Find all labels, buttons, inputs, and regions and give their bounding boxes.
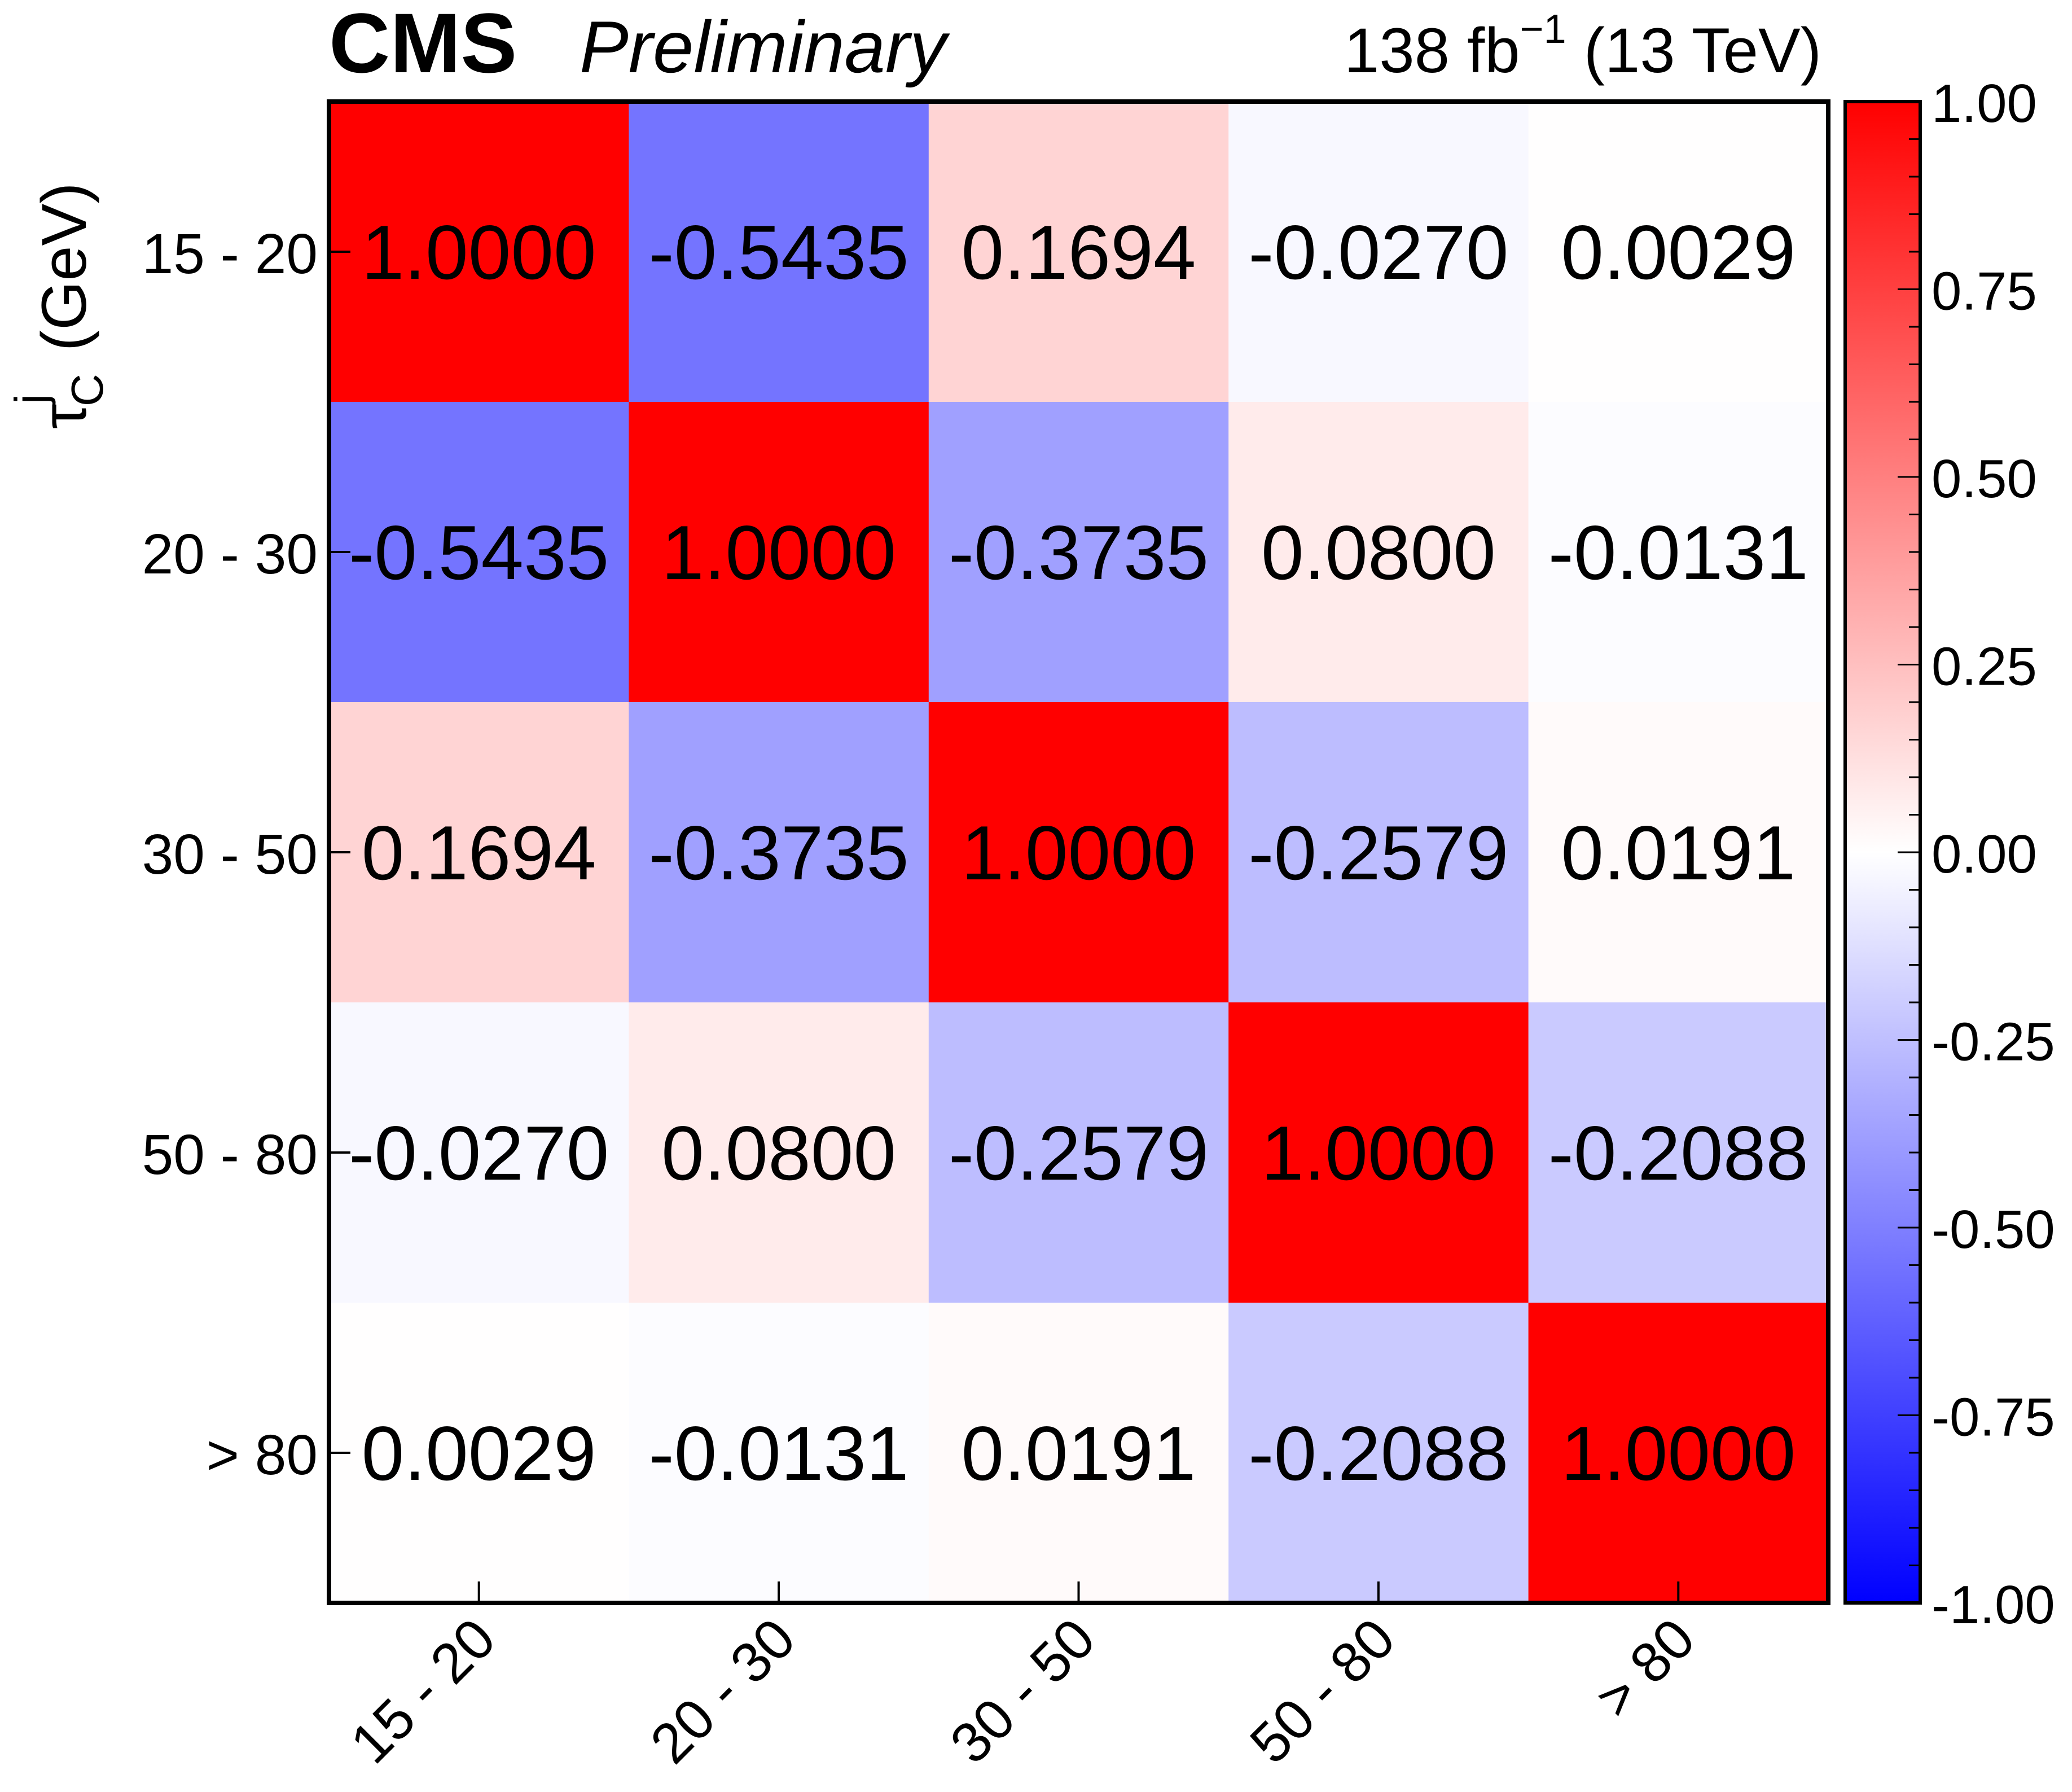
matrix-cell [629,402,929,703]
colorbar-tick-label: 0.25 [1931,637,2037,697]
colorbar-tick-label: 0.50 [1931,449,2037,509]
matrix-cell [1528,1303,1829,1603]
x-tick-label: 30 - 50 [938,1606,1107,1775]
matrix-cell-labels: 1.0000 -0.5435 0.1694 -0.0270 0.0029 -0.5435 1… [349,209,1808,1496]
matrix-cell [1528,402,1829,703]
colorbar-tick-label: -1.00 [1931,1575,2055,1635]
status-label: Preliminary [580,6,950,88]
cell-value-label: 0.1694 [962,209,1196,295]
experiment-label: CMS [329,0,517,90]
cell-value-label: 0.0029 [1561,209,1796,295]
x-tick-label: 50 - 80 [1238,1606,1407,1775]
cell-value-label: 1.0000 [1561,1410,1796,1496]
cell-value-label: -0.5435 [648,209,908,295]
colorbar-tick-label: -0.50 [1931,1199,2055,1260]
cell-value-label: -0.3735 [648,810,908,896]
colorbar-tick-label: 1.00 [1931,73,2037,134]
cell-value-label: -0.2579 [1248,810,1508,896]
cell-value-label: -0.2088 [1248,1410,1508,1496]
colorbar-ticks [1898,100,1920,1604]
axis-ticks [329,251,1680,1603]
y-axis-label: τj C (GeV) [6,182,112,429]
cell-value-label: 1.0000 [962,810,1196,896]
matrix-cell [629,1303,929,1603]
cell-value-label: -0.0131 [648,1410,908,1496]
matrix-cell [329,1002,629,1303]
svg-text:τjC(GeV): τj C (GeV) [6,182,112,429]
matrix-cell [1228,702,1529,1003]
cell-value-label: 0.0800 [661,1110,896,1196]
cell-value-label: 0.0029 [362,1410,596,1496]
x-tick-label: > 80 [1583,1606,1707,1730]
y-axis-tick-labels: 15 - 20 20 - 30 30 - 50 50 - 80 > 80 [142,222,318,1487]
colorbar-tick-label: -0.75 [1931,1387,2055,1448]
matrix-cell [329,102,629,402]
y-axis-superscript: j [6,394,56,405]
cell-value-label: 0.1694 [362,810,596,896]
matrix-cell [1528,102,1829,402]
y-tick-label: 20 - 30 [142,523,318,586]
y-axis-symbol: τ [29,404,99,429]
cell-value-label: -0.5435 [349,510,609,595]
matrix-cell [629,102,929,402]
cell-value-label: -0.2088 [1548,1110,1808,1196]
matrix-cell [1528,1002,1829,1303]
y-tick-label: 15 - 20 [142,222,318,286]
matrix-cell [928,1002,1229,1303]
y-axis-unit: (GeV) [29,182,99,351]
cell-value-label: 0.0191 [962,1410,1196,1496]
cell-value-label: 0.0191 [1561,810,1796,896]
matrix-cell [1228,402,1529,703]
y-axis-subscript: C [62,374,112,406]
matrix-cell [1228,102,1529,402]
cell-value-label: -0.0270 [1248,209,1508,295]
cell-value-label: 1.0000 [661,510,896,595]
matrix-cell [928,402,1229,703]
matrix-cell [329,402,629,703]
cell-value-label: 1.0000 [1261,1110,1496,1196]
matrix-cell [329,702,629,1003]
colorbar-tick-label: 0.00 [1931,824,2037,884]
matrix-cell [928,702,1229,1003]
luminosity-suffix: (13 TeV) [1566,15,1821,86]
matrix-cell [928,1303,1229,1603]
matrix-cell [1228,1002,1529,1303]
cell-value-label: 1.0000 [362,209,596,295]
cell-value-label: -0.3735 [949,510,1209,595]
colorbar-tick-labels: 1.00 0.75 0.50 0.25 0.00 -0.25 -0.50 -0.75 -1.00 [1931,73,2055,1635]
luminosity-label: 138 fb−1 (13 TeV) [1344,7,1821,86]
matrix-cell [329,1303,629,1603]
luminosity-prefix: 138 fb [1344,15,1520,86]
x-tick-label: 20 - 30 [638,1606,807,1775]
cell-value-label: -0.2579 [949,1110,1209,1196]
cell-value-label: -0.0131 [1548,510,1808,595]
matrix-cell [1228,1303,1529,1603]
matrix-cell [629,1002,929,1303]
x-axis-tick-labels: 15 - 20 20 - 30 30 - 50 50 - 80 > 80 [339,1606,1707,1775]
y-tick-label: 50 - 80 [142,1123,318,1186]
cell-value-label: 0.0800 [1261,510,1496,595]
cell-value-label: -0.0270 [349,1110,609,1196]
x-tick-label: 15 - 20 [339,1606,507,1775]
plot-frame [327,99,1830,1605]
colorbar-tick-label: 0.75 [1931,261,2037,322]
matrix-cell [928,102,1229,402]
matrix-cell [1528,702,1829,1003]
luminosity-exponent: −1 [1520,7,1566,52]
y-tick-label: 30 - 50 [142,823,318,886]
matrix-cell [629,702,929,1003]
matrix-cells [329,102,1829,1603]
colorbar-tick-label: -0.25 [1931,1012,2055,1072]
y-tick-label: > 80 [207,1423,318,1487]
